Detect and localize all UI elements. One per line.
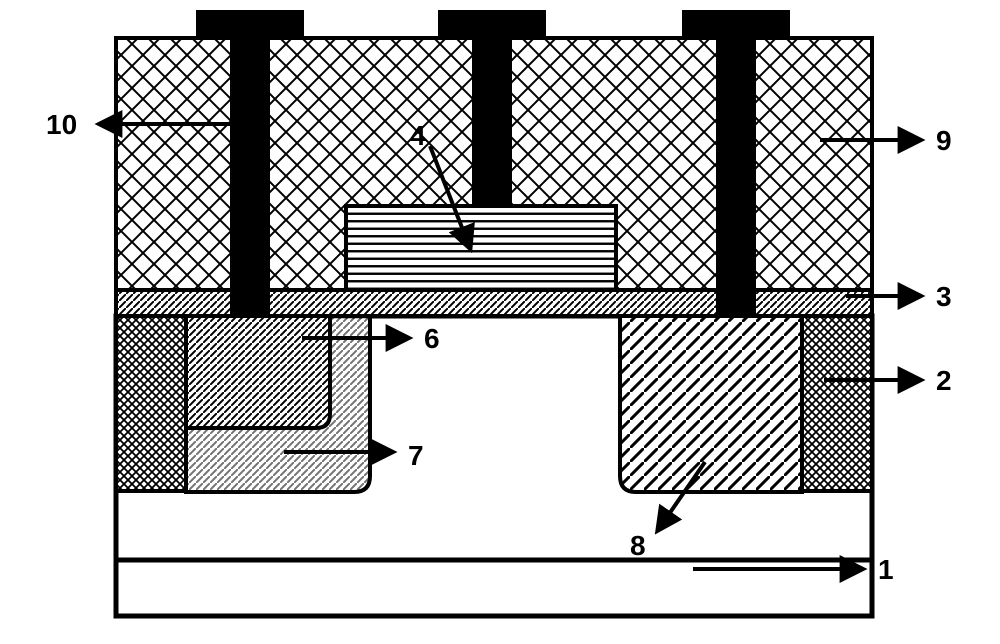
- label-7: 7: [408, 440, 424, 472]
- label-3: 3: [936, 281, 952, 313]
- label-8: 8: [630, 530, 646, 562]
- label-1: 1: [878, 554, 894, 586]
- label-10: 10: [46, 109, 77, 141]
- label-9: 9: [936, 125, 952, 157]
- label-2: 2: [936, 365, 952, 397]
- label-6: 6: [424, 323, 440, 355]
- diagram-svg: [0, 0, 1000, 644]
- label-4: 4: [410, 120, 426, 152]
